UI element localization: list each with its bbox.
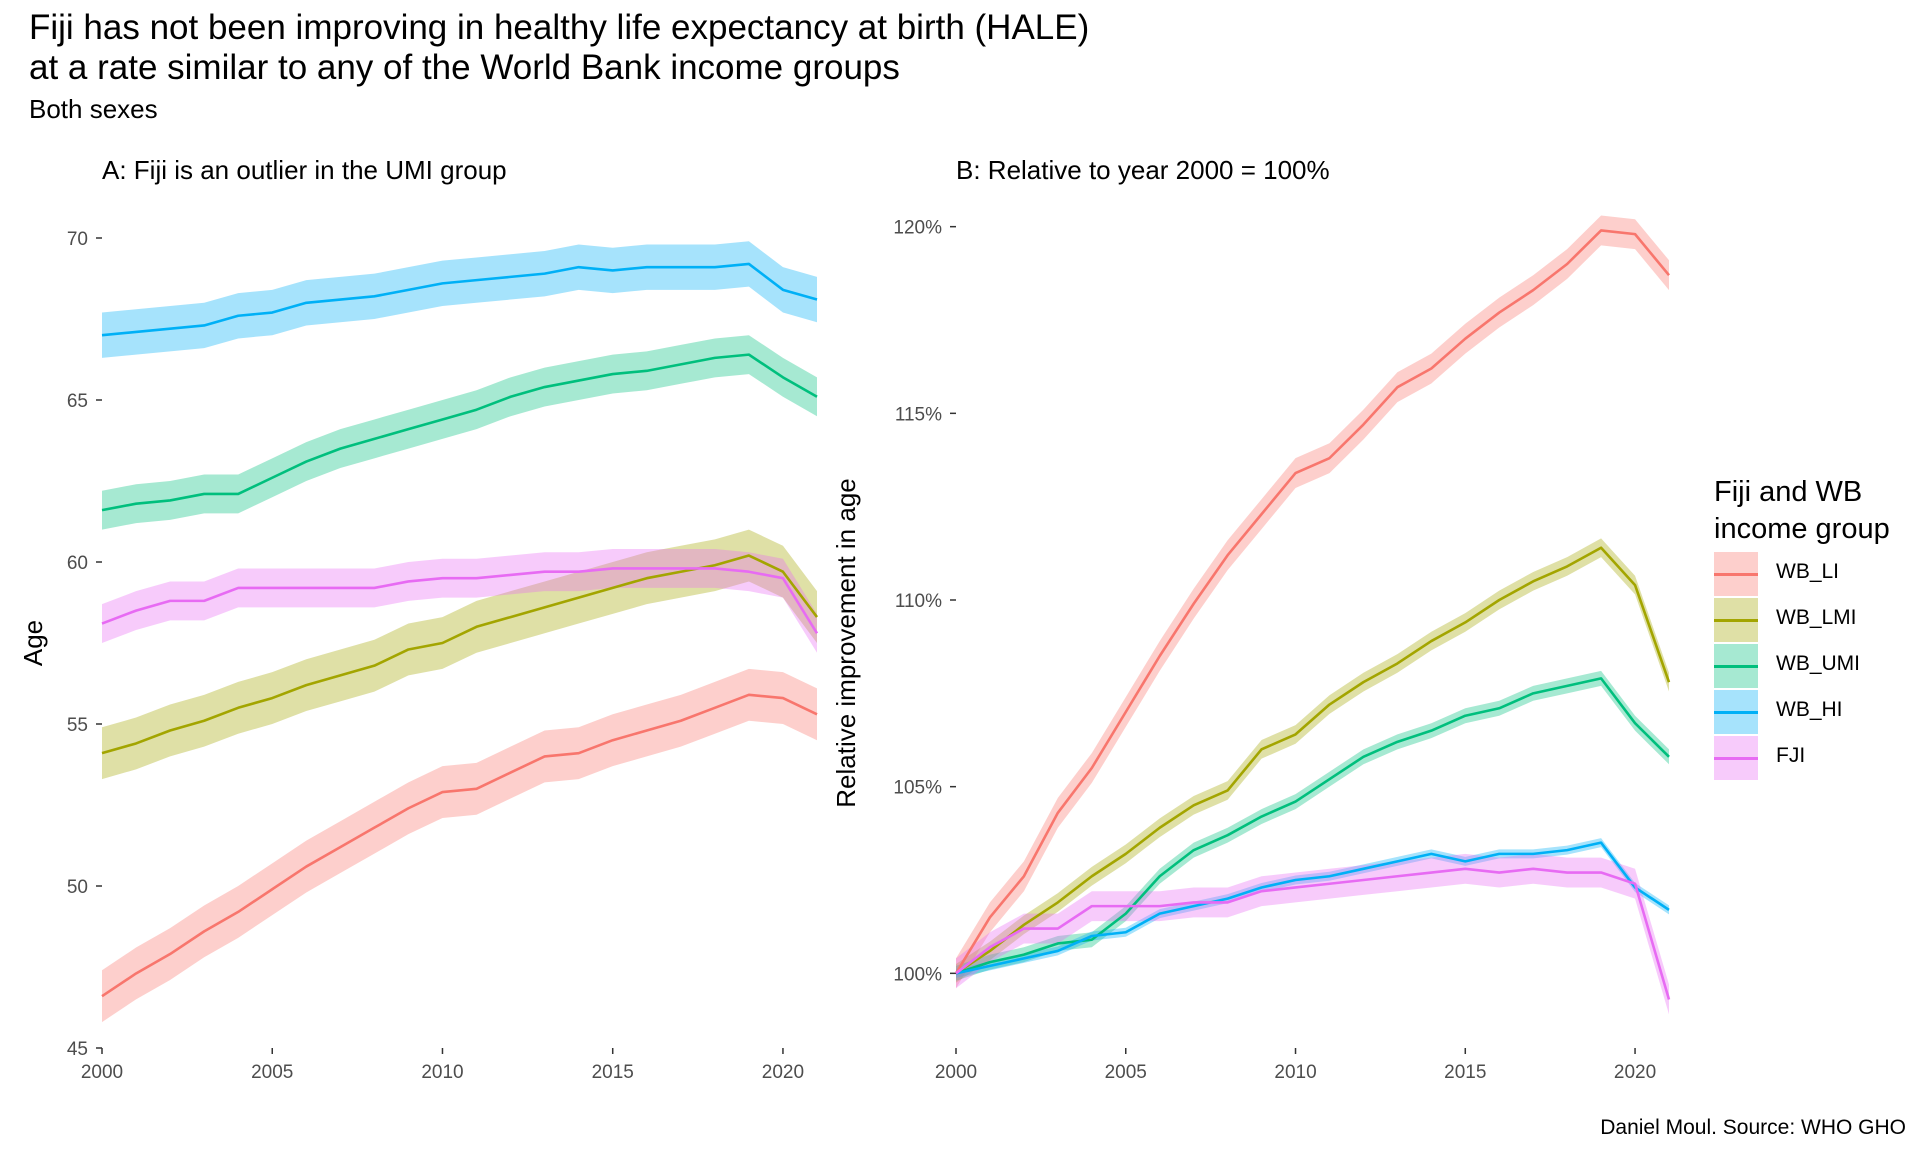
panel-a-series-line-wb-li — [101, 693, 818, 998]
panel-a-title: A: Fiji is an outlier in the UMI group — [102, 155, 507, 185]
panel-b-x-tick-label-2010: 2010 — [1274, 1062, 1316, 1083]
panel-a-x-tick-label-2015: 2015 — [592, 1062, 634, 1083]
legend-title-line-1: Fiji and WB — [1714, 476, 1863, 508]
panel-a-series-line-fji — [101, 567, 819, 634]
chart-subtitle: Both sexes — [29, 94, 158, 124]
legend-title: Fiji and WB income group — [1714, 474, 1890, 548]
panel-a-band-wb-lmi — [102, 529, 817, 780]
panel-a-y-tick-label-55: 55 — [67, 715, 88, 736]
panel-a-y-tick-label-50: 50 — [67, 877, 88, 898]
panel-b-y-tick-label-115: 115% — [895, 404, 942, 425]
legend-label-fji: FJI — [1776, 744, 1806, 767]
panel-b-band-fji — [956, 853, 1669, 1015]
panel-a-band-wb-li — [102, 668, 817, 1023]
panel-b-y-tick-label-110: 110% — [895, 591, 942, 612]
legend-label-wb-umi: WB_UMI — [1776, 652, 1860, 675]
panel-b-series-line-fji — [955, 867, 1671, 1000]
panel-b-y-tick-label-100: 100% — [893, 964, 942, 985]
panel-a-band-wb-hi — [102, 241, 817, 358]
panel-a-x-tick-label-2020: 2020 — [762, 1062, 804, 1083]
panel-b-x-tick-label-2020: 2020 — [1614, 1062, 1656, 1083]
panel-b-series-line-wb-umi — [955, 677, 1670, 975]
legend-key-fji — [1714, 736, 1758, 780]
panel-b-y-tick-label-120: 120% — [893, 218, 942, 239]
panel-b-series-line-wb-li — [954, 229, 1671, 975]
panel-b-x-tick-label-2015: 2015 — [1444, 1062, 1486, 1083]
panel-a-y-axis-label: Age — [18, 620, 48, 666]
panel-b-x-tick-label-2005: 2005 — [1105, 1062, 1147, 1083]
legend-label-wb-hi: WB_HI — [1776, 698, 1843, 721]
panel-b-title: B: Relative to year 2000 = 100% — [956, 155, 1330, 185]
legend-label-wb-li: WB_LI — [1776, 560, 1840, 583]
panel-b-y-axis-label: Relative improvement in age — [831, 478, 861, 808]
panel-a-y-tick-label-45: 45 — [67, 1039, 88, 1060]
panel-b-y-tick-label-105: 105% — [893, 778, 942, 799]
panel-b-series-line-wb-hi — [955, 841, 1670, 975]
legend-key-wb-hi — [1714, 690, 1758, 734]
caption: Daniel Moul. Source: WHO GHO — [1600, 1116, 1906, 1139]
panel-a-x-tick-label-2005: 2005 — [251, 1062, 293, 1083]
panel-a-series-line-wb-umi — [101, 353, 818, 512]
chart-title: Fiji has not been improving in healthy l… — [29, 8, 1089, 88]
panel-b-series-line-wb-lmi — [955, 546, 1671, 975]
panel-a-y-tick-label-65: 65 — [67, 391, 88, 412]
legend-title-line-2: income group — [1714, 513, 1890, 545]
panel-a-x-tick-label-2010: 2010 — [421, 1062, 463, 1083]
legend-label-wb-lmi: WB_LMI — [1776, 606, 1857, 629]
panel-a-x-tick-label-2000: 2000 — [81, 1062, 123, 1083]
panel-a-band-fji — [102, 549, 817, 653]
panel-b-x-tick-label-2000: 2000 — [935, 1062, 977, 1083]
chart-title-line-1: Fiji has not been improving in healthy l… — [29, 8, 1090, 47]
chart-title-line-2: at a rate similar to any of the World Ba… — [29, 48, 900, 87]
legend-key-wb-lmi — [1714, 598, 1758, 642]
legend-key-wb-li — [1714, 552, 1758, 596]
panel-a-y-tick-label-70: 70 — [67, 229, 88, 250]
panel-a-band-wb-umi — [102, 335, 817, 530]
panel-a-y-tick-label-60: 60 — [67, 553, 88, 574]
legend-key-wb-umi — [1714, 644, 1758, 688]
panel-a-series-line-wb-hi — [101, 262, 818, 337]
